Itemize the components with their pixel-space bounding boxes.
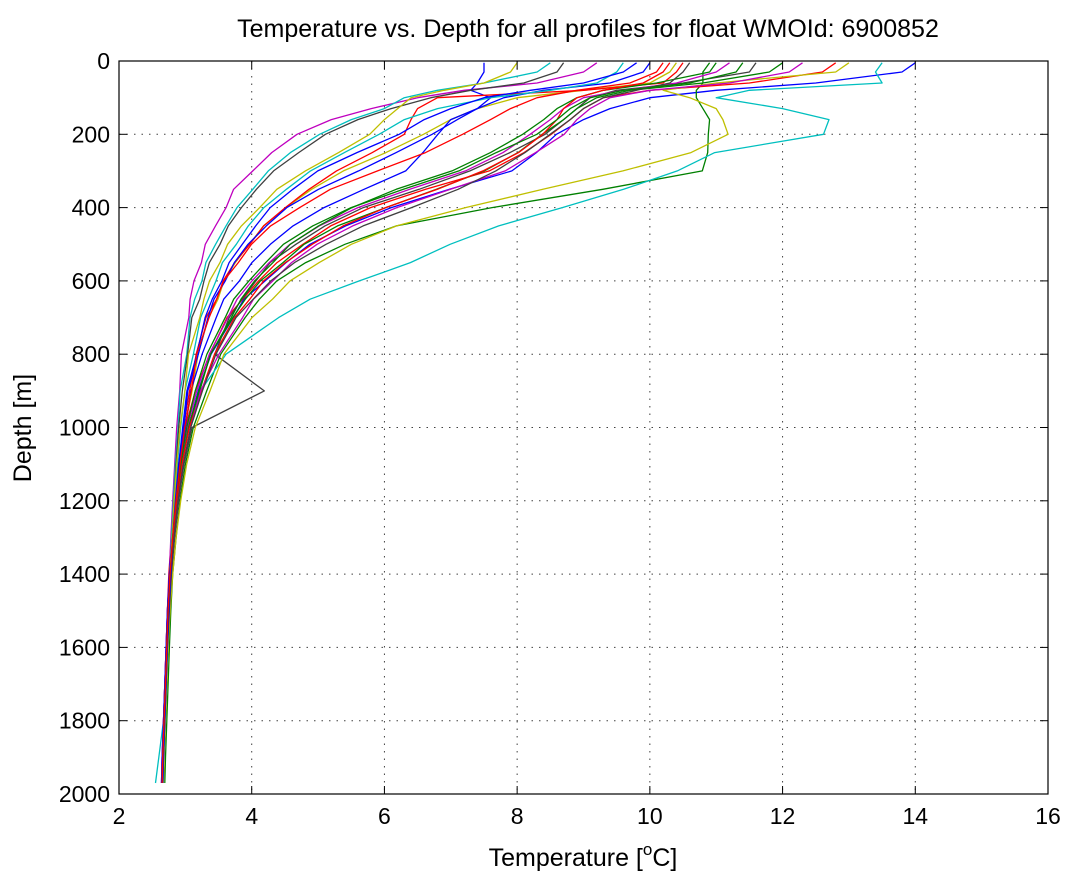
y-axis-label: Depth [m] bbox=[9, 374, 37, 482]
chart-title: Temperature vs. Depth for all profiles f… bbox=[237, 15, 939, 43]
x-axis-label-superscript: o bbox=[643, 840, 652, 859]
x-tick-label: 2 bbox=[113, 803, 126, 829]
y-tick-label: 1400 bbox=[59, 561, 110, 587]
plot-lines bbox=[154, 62, 916, 784]
y-tick-label: 600 bbox=[72, 268, 110, 294]
y-tick-label: 1200 bbox=[59, 488, 110, 514]
profile-line-22 bbox=[162, 62, 637, 784]
x-tick-label: 6 bbox=[378, 803, 391, 829]
profile-line-15 bbox=[160, 62, 651, 784]
profile-line-13 bbox=[162, 62, 850, 784]
x-axis-label: Temperature [oC] bbox=[489, 840, 678, 872]
x-tick-label: 16 bbox=[1035, 803, 1061, 829]
x-tick-label: 4 bbox=[245, 803, 258, 829]
y-tick-label: 800 bbox=[72, 341, 110, 367]
x-axis-label-main: Temperature [ bbox=[489, 844, 643, 872]
y-tick-label: 0 bbox=[97, 48, 110, 74]
profile-line-24 bbox=[161, 62, 664, 784]
x-tick-label: 12 bbox=[770, 803, 796, 829]
x-tick-label: 10 bbox=[637, 803, 663, 829]
y-tick-label: 1000 bbox=[59, 415, 110, 441]
y-tick-label: 400 bbox=[72, 195, 110, 221]
y-tick-label: 2000 bbox=[59, 781, 110, 807]
y-tick-label: 1600 bbox=[59, 634, 110, 660]
x-tick-label: 8 bbox=[511, 803, 524, 829]
x-tick-label: 14 bbox=[902, 803, 928, 829]
y-tick-label: 200 bbox=[72, 121, 110, 147]
profile-line-2 bbox=[164, 62, 711, 784]
y-tick-label: 1800 bbox=[59, 708, 110, 734]
x-axis-label-suffix: C] bbox=[652, 844, 677, 872]
axis-ticks: 2 4 6 8 10 12 14 16 0 200 400 600 800 1000 1200 1400 160… bbox=[59, 48, 1061, 829]
